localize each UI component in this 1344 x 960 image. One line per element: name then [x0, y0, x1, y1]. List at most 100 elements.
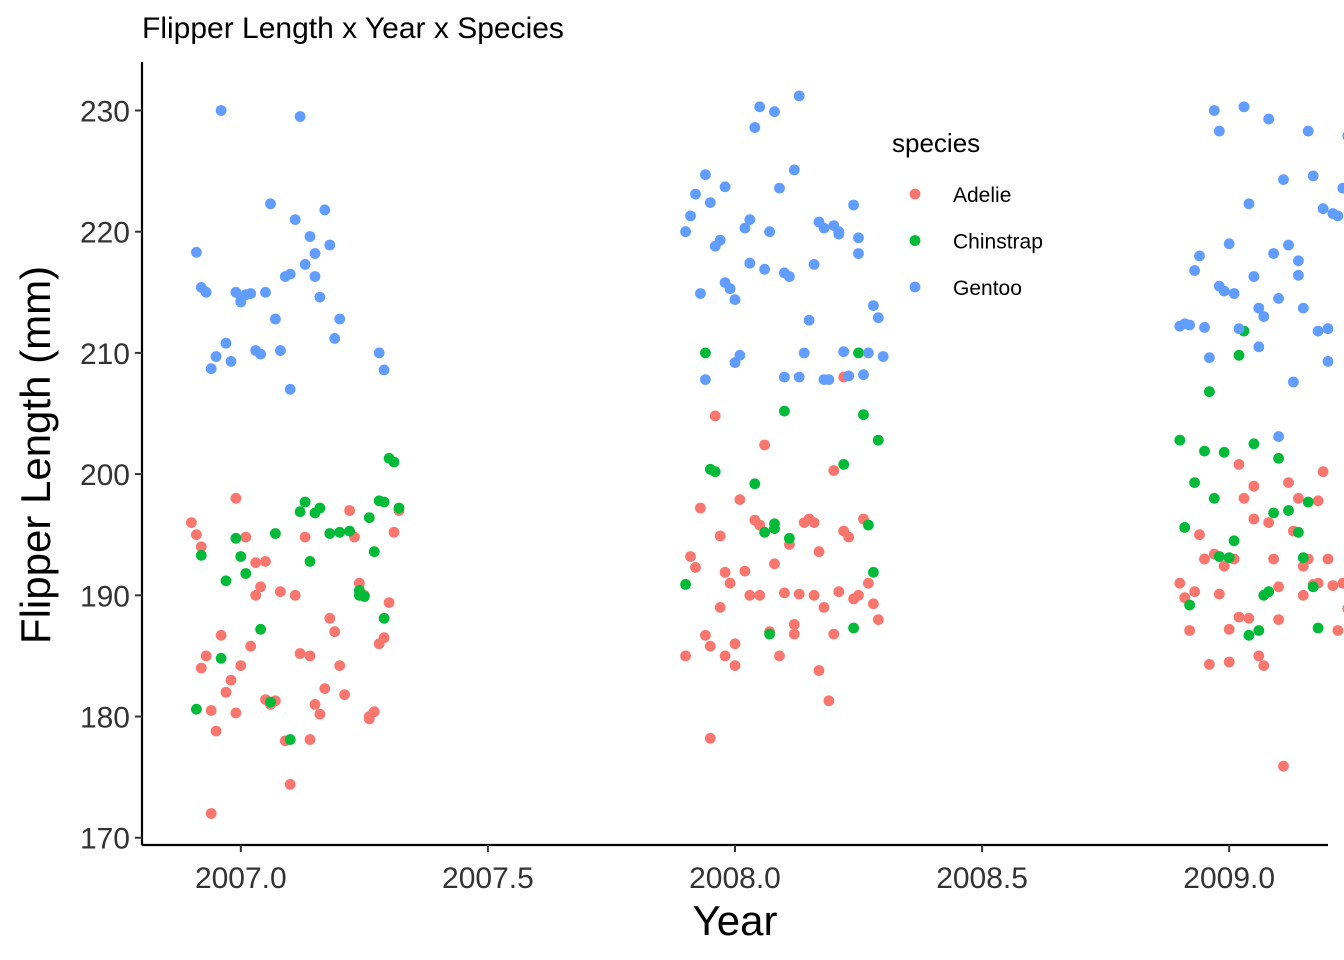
point-adelie-148 — [1223, 656, 1235, 668]
point-adelie-73 — [793, 588, 805, 600]
point-chinstrap-24 — [378, 612, 390, 624]
point-gentoo-129 — [1273, 293, 1284, 304]
y-axis-ticks: 170 180 190 200 210 220 230 — [80, 95, 142, 856]
legend-key-gentoo — [909, 281, 921, 293]
point-gentoo-112 — [1307, 170, 1319, 182]
point-chinstrap-3 — [220, 575, 232, 587]
point-adelie-93 — [704, 640, 716, 652]
point-adelie-3 — [200, 650, 212, 662]
point-gentoo-81 — [719, 277, 731, 288]
point-adelie-49 — [250, 557, 262, 568]
point-adelie-25 — [299, 531, 311, 543]
point-gentoo-21 — [294, 111, 306, 122]
point-adelie-114 — [1243, 612, 1255, 624]
x-tick-label-4: 2009.0 — [1183, 862, 1275, 895]
point-gentoo-40 — [704, 197, 716, 209]
point-gentoo-31 — [378, 364, 390, 376]
point-gentoo-53 — [769, 106, 780, 118]
point-gentoo-11 — [245, 288, 257, 299]
point-adelie-17 — [260, 556, 271, 567]
point-chinstrap-65 — [1263, 586, 1275, 598]
point-adelie-57 — [714, 602, 726, 613]
point-gentoo-13 — [255, 348, 266, 360]
point-adelie-66 — [759, 439, 770, 451]
point-adelie-70 — [779, 587, 790, 599]
point-adelie-87 — [863, 577, 874, 589]
point-gentoo-101 — [1253, 302, 1265, 314]
point-gentoo-78 — [779, 267, 790, 279]
point-adelie-48 — [363, 713, 375, 725]
point-gentoo-27 — [324, 239, 336, 251]
point-adelie-97 — [719, 566, 731, 578]
point-adelie-109 — [1218, 560, 1230, 572]
point-chinstrap-4 — [230, 532, 242, 544]
point-chinstrap-7 — [255, 623, 266, 635]
point-adelie-54 — [700, 629, 711, 641]
point-adelie-81 — [833, 586, 845, 598]
point-gentoo-22 — [299, 259, 311, 270]
point-adelie-56 — [709, 410, 721, 422]
legend-label-gentoo: Gentoo — [953, 277, 1022, 300]
point-chinstrap-39 — [784, 532, 795, 544]
point-adelie-4 — [205, 705, 217, 716]
point-adelie-8 — [220, 686, 232, 698]
point-gentoo-16 — [270, 313, 281, 325]
point-chinstrap-48 — [1174, 434, 1186, 446]
point-adelie-13 — [240, 531, 252, 543]
point-gentoo-3 — [205, 363, 217, 375]
point-gentoo-87 — [1184, 319, 1195, 331]
point-adelie-146 — [1312, 495, 1324, 507]
point-adelie-125 — [1297, 589, 1309, 601]
point-gentoo-77 — [729, 357, 741, 368]
point-adelie-122 — [1283, 477, 1294, 488]
point-gentoo-5 — [215, 105, 227, 116]
point-adelie-14 — [245, 640, 257, 652]
point-chinstrap-2 — [215, 652, 227, 664]
point-chinstrap-22 — [368, 546, 380, 558]
point-adelie-30 — [324, 612, 336, 624]
point-adelie-83 — [843, 531, 855, 543]
point-chinstrap-34 — [749, 478, 761, 490]
point-gentoo-45 — [729, 294, 741, 305]
point-adelie-53 — [695, 502, 706, 514]
y-tick-label-220: 220 — [80, 217, 130, 250]
point-gentoo-92 — [1208, 105, 1220, 116]
point-adelie-34 — [344, 505, 355, 516]
point-gentoo-91 — [1204, 352, 1215, 364]
x-tick-label-0: 2007.0 — [195, 862, 287, 895]
point-chinstrap-13 — [304, 556, 316, 567]
point-adelie-80 — [828, 465, 840, 476]
point-gentoo-48 — [744, 214, 756, 226]
point-chinstrap-67 — [1273, 452, 1284, 464]
point-adelie-59 — [724, 577, 736, 589]
legend-title: species — [892, 128, 980, 158]
point-adelie-133 — [1337, 577, 1344, 589]
point-gentoo-50 — [754, 101, 766, 113]
point-gentoo-106 — [1278, 174, 1289, 186]
point-chinstrap-12 — [299, 496, 311, 508]
point-chinstrap-55 — [1213, 551, 1225, 562]
point-chinstrap-6 — [240, 568, 252, 579]
point-gentoo-51 — [759, 263, 770, 275]
point-gentoo-47 — [739, 222, 751, 234]
point-adelie-50 — [680, 650, 691, 662]
legend: species Adelie Chinstrap Gentoo — [892, 128, 1043, 300]
point-adelie-60 — [729, 638, 741, 650]
point-gentoo-115 — [1322, 356, 1334, 367]
point-adelie-16 — [255, 581, 266, 593]
point-gentoo-4 — [210, 351, 222, 362]
point-adelie-9 — [225, 674, 237, 686]
point-gentoo-0 — [191, 246, 202, 258]
point-gentoo-42 — [714, 234, 726, 246]
point-gentoo-73 — [868, 300, 879, 311]
point-gentoo-108 — [1288, 376, 1299, 388]
point-adelie-88 — [868, 598, 879, 610]
point-adelie-72 — [788, 619, 800, 630]
point-gentoo-118 — [1337, 182, 1344, 194]
point-adelie-106 — [1204, 659, 1215, 670]
point-gentoo-70 — [853, 248, 864, 259]
point-adelie-0 — [186, 517, 197, 528]
point-gentoo-128 — [1213, 280, 1225, 292]
point-chinstrap-43 — [858, 409, 869, 421]
point-chinstrap-27 — [393, 502, 405, 514]
